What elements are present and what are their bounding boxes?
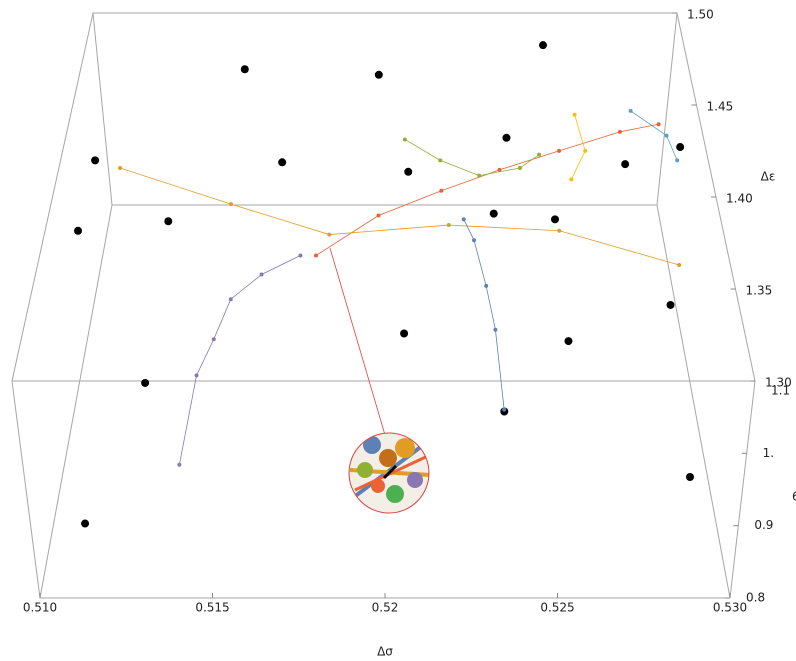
x-axis-label: Δσ bbox=[377, 645, 393, 659]
trajectory bbox=[315, 123, 659, 256]
trajectory-point bbox=[677, 263, 682, 268]
point bbox=[564, 337, 573, 346]
x-tick-label: 0.530 bbox=[713, 601, 747, 615]
trajectory-point bbox=[446, 223, 451, 228]
trajectory bbox=[630, 110, 678, 161]
box-edge bbox=[39, 204, 113, 599]
trajectory-point bbox=[461, 217, 466, 222]
trajectory-point bbox=[517, 165, 522, 170]
point bbox=[502, 133, 511, 142]
point bbox=[141, 378, 150, 387]
magnifier-content bbox=[349, 433, 429, 513]
trajectory-point bbox=[493, 327, 498, 332]
trajectory-point bbox=[628, 108, 633, 113]
trajectory-point bbox=[664, 133, 669, 138]
x-tick-label: 0.515 bbox=[195, 601, 229, 615]
trajectory-point bbox=[259, 272, 264, 277]
box-edge bbox=[656, 204, 731, 599]
trajectory-point bbox=[656, 122, 661, 127]
trajectory-point bbox=[557, 228, 562, 233]
y-tick-label: 1.45 bbox=[707, 100, 734, 114]
y-tick-label: 1.35 bbox=[746, 284, 773, 298]
trajectory-point bbox=[675, 158, 680, 163]
point bbox=[240, 65, 249, 74]
trajectory bbox=[178, 255, 301, 465]
marks bbox=[74, 41, 695, 528]
trajectory-point bbox=[484, 283, 489, 288]
magnifier bbox=[329, 247, 430, 514]
y-axis-label: Δε bbox=[761, 170, 776, 184]
back-face bbox=[92, 12, 678, 206]
trajectory-point bbox=[617, 129, 622, 134]
trajectory-point bbox=[298, 253, 303, 258]
trajectory-point bbox=[314, 253, 319, 258]
x-tick-label: 0.525 bbox=[540, 601, 574, 615]
z-tick-label: 0.8 bbox=[746, 591, 765, 605]
point bbox=[74, 226, 83, 235]
z-tick-label: 1.1 bbox=[771, 384, 790, 398]
trajectory-point bbox=[502, 407, 507, 412]
x-tick-label: 0.52 bbox=[372, 601, 399, 615]
trajectory-point bbox=[572, 112, 577, 117]
point bbox=[81, 519, 90, 528]
point bbox=[489, 209, 498, 218]
x-tick-label: 0.510 bbox=[23, 601, 57, 615]
trajectory-point bbox=[327, 232, 332, 237]
trajectory-point bbox=[228, 297, 233, 302]
point bbox=[91, 156, 100, 165]
magnifier-pointer bbox=[329, 247, 386, 436]
y-tick-label: 1.50 bbox=[687, 8, 714, 22]
point bbox=[164, 217, 173, 226]
point bbox=[686, 473, 695, 481]
z-tick-label: 0.9 bbox=[754, 518, 773, 532]
trajectory-point bbox=[477, 173, 482, 178]
point bbox=[404, 167, 413, 176]
trajectory-point bbox=[228, 202, 233, 207]
y-tick-label: 1.30 bbox=[765, 376, 792, 390]
point bbox=[621, 160, 630, 169]
trajectory bbox=[119, 167, 680, 266]
point bbox=[278, 158, 287, 167]
trajectory-point bbox=[439, 188, 444, 193]
trajectory-point bbox=[194, 373, 199, 378]
trajectory-point bbox=[583, 148, 588, 153]
trajectory-point bbox=[402, 137, 407, 142]
z-axis-label: 6 bbox=[792, 490, 796, 504]
box-edge bbox=[11, 12, 94, 382]
point bbox=[539, 41, 548, 50]
trajectory-point bbox=[557, 148, 562, 153]
point bbox=[400, 329, 409, 338]
box bbox=[11, 12, 756, 599]
y-tick-label: 1.40 bbox=[726, 192, 753, 206]
z-tick-label: 1. bbox=[763, 446, 774, 460]
trajectory-point bbox=[177, 462, 182, 467]
point bbox=[666, 300, 675, 309]
point bbox=[551, 215, 560, 224]
point bbox=[374, 70, 383, 79]
trajectory-point bbox=[497, 167, 502, 172]
trajectory-point bbox=[118, 165, 123, 170]
trajectory-point bbox=[438, 158, 443, 163]
trajectory bbox=[404, 139, 540, 177]
trajectory bbox=[570, 114, 586, 180]
trajectory-point bbox=[569, 177, 574, 182]
magnifier-ring bbox=[348, 432, 430, 514]
trajectory-point bbox=[537, 152, 542, 157]
trajectory-point bbox=[472, 238, 477, 243]
trajectory-point bbox=[376, 213, 381, 218]
trajectory-point bbox=[211, 337, 216, 342]
point bbox=[676, 143, 685, 152]
